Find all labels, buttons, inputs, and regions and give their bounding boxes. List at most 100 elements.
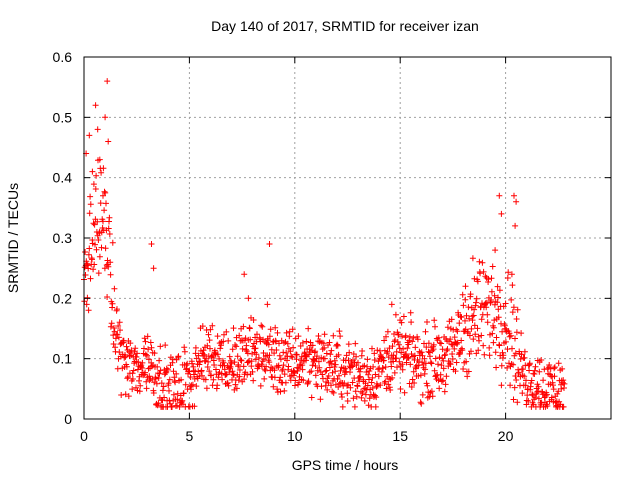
data-point: [147, 339, 154, 346]
data-point: [510, 361, 517, 368]
data-point: [98, 244, 105, 251]
data-point: [486, 344, 493, 351]
data-point: [109, 239, 116, 246]
data-point: [245, 295, 252, 302]
data-point: [82, 249, 89, 255]
x-tick-label: 15: [392, 428, 408, 444]
data-point: [85, 251, 92, 258]
data-point: [218, 370, 225, 377]
data-point: [221, 366, 228, 373]
data-point: [145, 356, 152, 363]
data-point: [409, 338, 416, 345]
data-point: [383, 385, 390, 392]
data-point: [155, 375, 162, 381]
data-point: [276, 352, 283, 359]
data-point: [413, 365, 419, 372]
data-point: [208, 372, 215, 379]
data-point: [87, 275, 94, 282]
data-point: [142, 351, 149, 358]
data-point: [414, 336, 421, 343]
data-point: [158, 380, 165, 387]
data-point: [240, 363, 247, 370]
data-point: [90, 266, 97, 273]
data-point: [182, 381, 189, 388]
data-point: [153, 380, 160, 387]
data-point: [377, 382, 384, 389]
data-point: [273, 347, 280, 353]
data-point: [496, 192, 503, 199]
data-point: [266, 352, 273, 359]
data-point: [235, 377, 242, 384]
data-point: [130, 367, 137, 374]
data-point: [406, 337, 413, 344]
data-point: [217, 345, 224, 352]
data-point: [521, 373, 528, 380]
data-point: [281, 371, 288, 378]
data-point: [381, 337, 388, 344]
data-point: [361, 362, 368, 369]
data-point: [492, 349, 499, 356]
data-point: [308, 394, 315, 401]
data-point: [237, 357, 244, 363]
data-point: [192, 344, 199, 351]
data-point: [154, 363, 161, 370]
data-point: [395, 331, 402, 338]
data-point: [513, 329, 520, 336]
grid-lines: [84, 57, 611, 419]
data-point: [247, 336, 254, 343]
data-point: [424, 382, 431, 389]
data-point: [344, 382, 350, 389]
data-point: [186, 403, 193, 410]
data-point: [428, 360, 435, 367]
data-point: [361, 397, 368, 404]
data-point: [493, 364, 500, 371]
data-point: [286, 328, 293, 335]
data-point: [104, 294, 111, 300]
data-point: [121, 354, 128, 361]
data-point: [496, 342, 503, 349]
data-point: [151, 350, 158, 357]
data-point: [105, 138, 112, 145]
data-point: [470, 336, 477, 343]
data-point: [462, 283, 469, 290]
data-point: [336, 372, 342, 379]
data-point: [110, 332, 117, 339]
data-point: [483, 304, 490, 311]
data-point: [343, 352, 350, 359]
data-point: [85, 307, 92, 314]
data-point: [304, 379, 311, 386]
data-point: [143, 378, 150, 385]
data-point: [419, 352, 426, 359]
data-point: [325, 373, 332, 379]
data-point: [219, 376, 226, 383]
data-point: [104, 78, 111, 85]
data-point: [431, 317, 438, 324]
data-point: [100, 165, 107, 172]
data-point: [148, 344, 155, 351]
data-point: [176, 403, 183, 410]
data-point: [302, 352, 309, 359]
data-point: [476, 337, 482, 344]
data-point: [91, 221, 98, 228]
data-point: [554, 390, 561, 397]
data-point: [374, 382, 381, 389]
data-point: [277, 356, 284, 363]
data-point: [330, 389, 337, 396]
data-point: [380, 357, 387, 364]
data-point: [141, 345, 147, 352]
data-point: [98, 169, 105, 176]
data-point: [498, 362, 505, 369]
data-point: [459, 291, 466, 298]
data-point: [506, 360, 512, 367]
data-point: [233, 343, 240, 350]
data-point: [284, 340, 291, 347]
data-point: [386, 345, 393, 352]
data-point: [94, 126, 101, 133]
data-point: [469, 255, 476, 262]
data-point: [495, 314, 502, 321]
data-point: [347, 384, 354, 391]
data-point: [86, 245, 93, 252]
data-point: [226, 369, 233, 376]
data-point: [407, 361, 414, 368]
data-point: [189, 381, 196, 388]
